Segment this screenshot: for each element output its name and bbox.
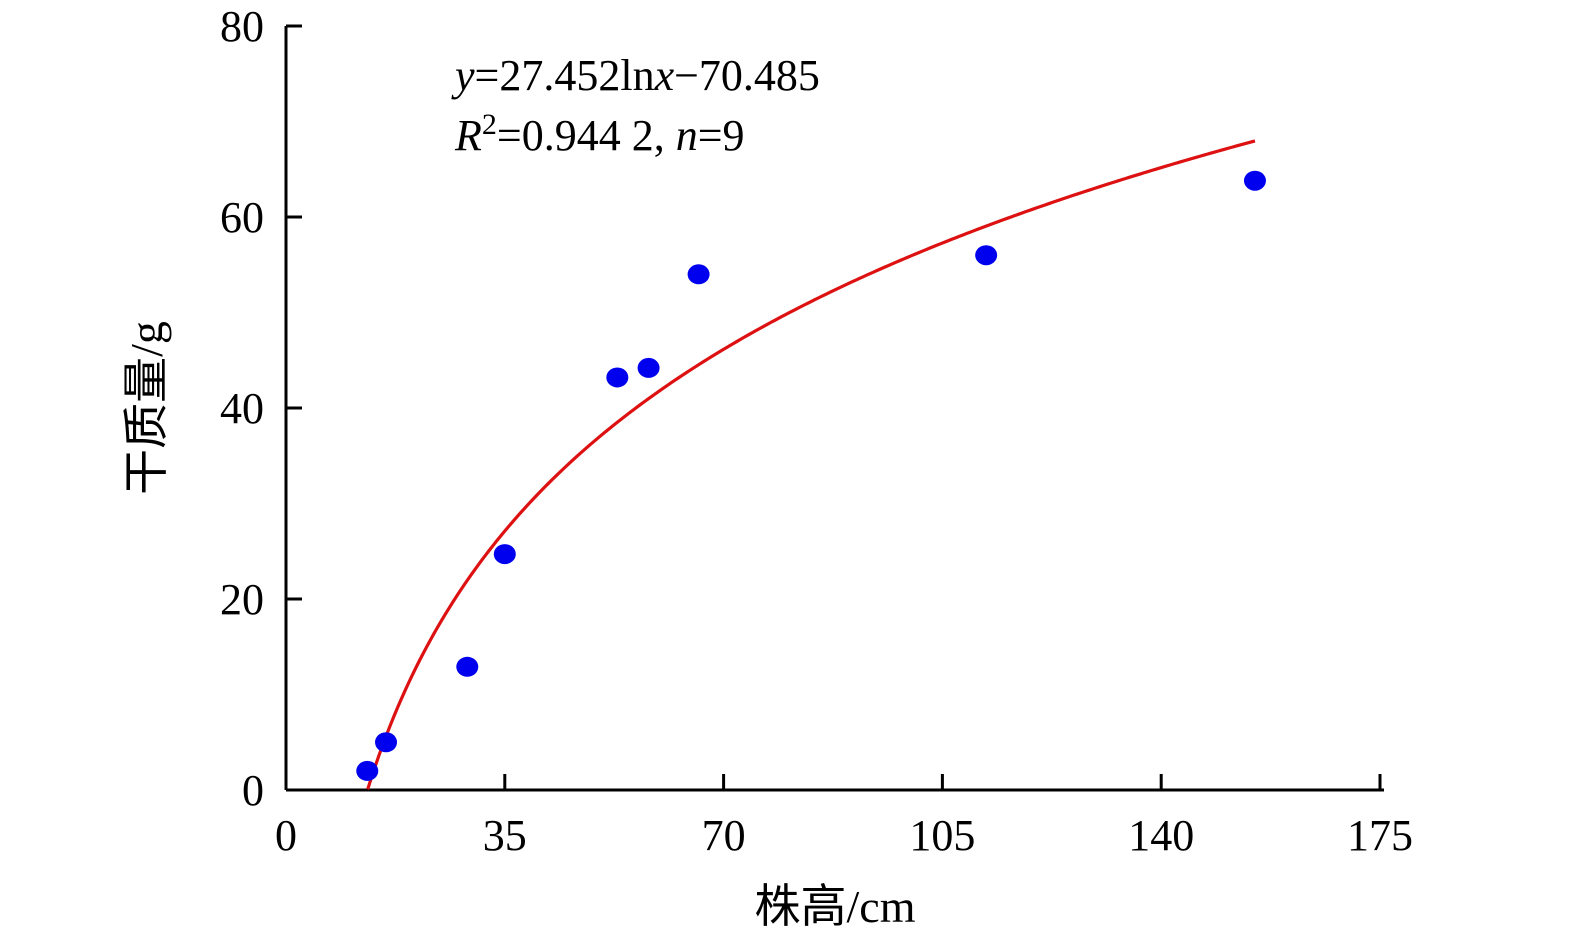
data-point <box>606 367 629 388</box>
data-point <box>375 732 398 753</box>
points-layer <box>356 170 1266 781</box>
x-tick-label: 35 <box>483 811 527 860</box>
x-ticks: 0 35 70 105 140 175 <box>275 774 1413 860</box>
y-tick-label: 80 <box>220 2 264 51</box>
fit-layer <box>366 139 1256 790</box>
x-axis-title: 株高/cm <box>755 881 916 932</box>
x-tick-label: 105 <box>909 811 975 860</box>
x-tick-label: 0 <box>275 811 297 860</box>
y-axis-title: 干质量/g <box>121 321 172 495</box>
y-ticks: 0 20 40 60 80 <box>220 2 302 815</box>
y-tick-label: 60 <box>220 193 264 242</box>
fit-equation: y=27.452lnx−70.485 <box>451 51 820 100</box>
fit-curve <box>366 139 1256 790</box>
x-tick-label: 70 <box>702 811 746 860</box>
axes <box>284 26 1384 792</box>
data-point <box>637 357 660 378</box>
data-point <box>356 760 379 781</box>
data-point <box>493 544 516 565</box>
fit-r2-n: R2=0.944 2, n=9 <box>454 108 745 160</box>
y-tick-label: 0 <box>242 766 264 815</box>
data-point <box>975 245 998 266</box>
data-point <box>687 264 710 285</box>
x-tick-label: 175 <box>1347 811 1413 860</box>
x-tick-label: 140 <box>1128 811 1194 860</box>
y-tick-label: 20 <box>220 575 264 624</box>
y-tick-label: 40 <box>220 384 264 433</box>
data-point <box>1243 170 1266 191</box>
data-point <box>456 656 479 677</box>
